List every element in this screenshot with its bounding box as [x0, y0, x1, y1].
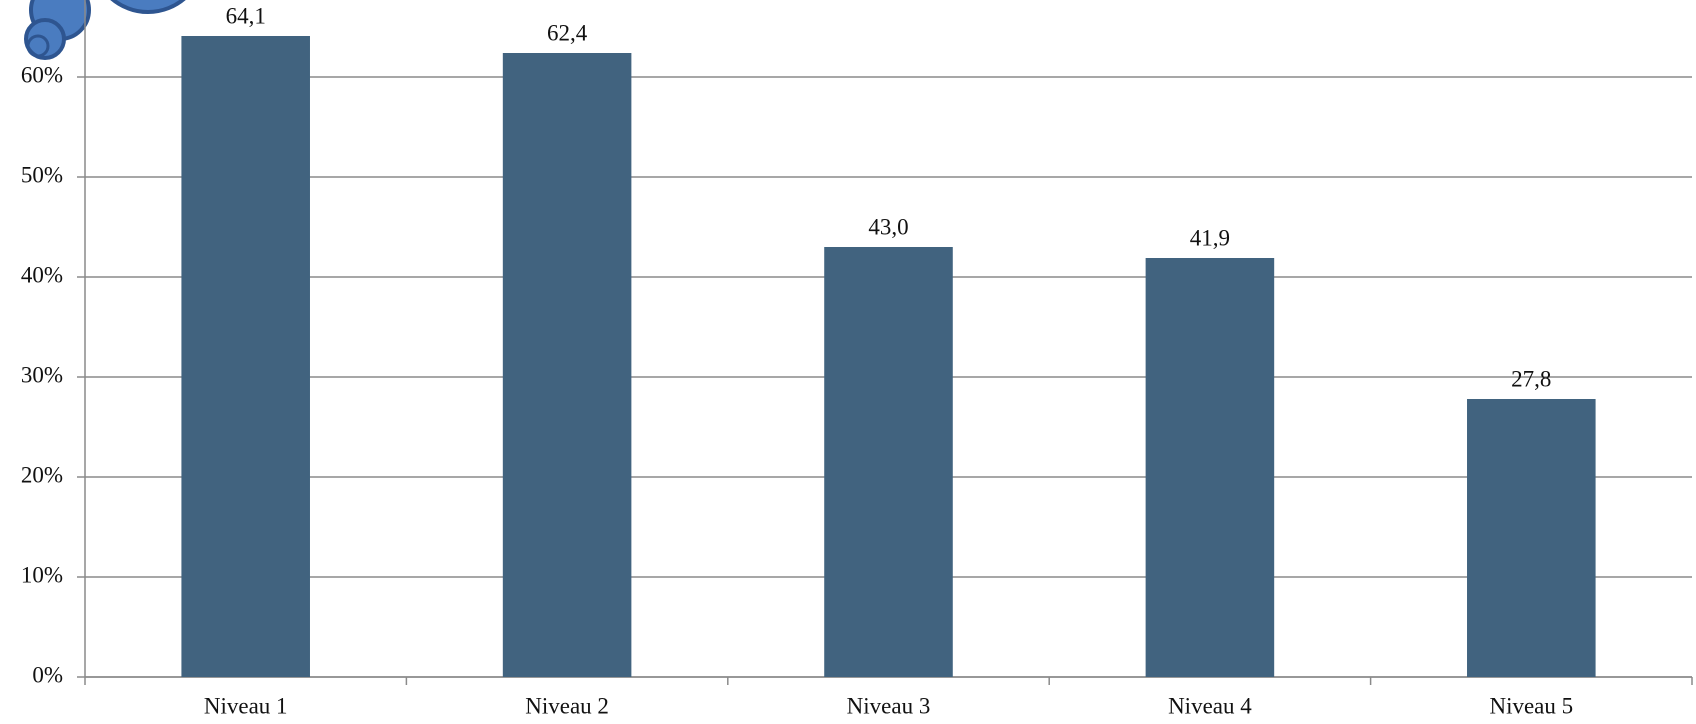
y-tick-label: 20% — [21, 462, 63, 487]
bar — [824, 247, 953, 677]
bar — [502, 53, 632, 677]
value-label: 62,4 — [547, 20, 588, 45]
decoration — [24, 0, 186, 60]
x-tick-label: Niveau 4 — [1168, 693, 1252, 718]
value-label: 43,0 — [868, 214, 908, 239]
bar — [1467, 399, 1596, 677]
y-tick-label: 0% — [32, 662, 63, 687]
x-tick-label: Niveau 2 — [525, 693, 609, 718]
x-tick-label: Niveau 5 — [1489, 693, 1573, 718]
y-tick-label: 30% — [21, 362, 63, 387]
bubble — [110, 0, 186, 14]
y-tick-label: 40% — [21, 262, 63, 287]
y-tick-label: 10% — [21, 562, 63, 587]
x-tick-label: Niveau 3 — [847, 693, 931, 718]
value-label: 64,1 — [226, 3, 266, 28]
x-tick-label: Niveau 1 — [204, 693, 288, 718]
bubble — [26, 34, 50, 58]
bar — [1145, 258, 1275, 677]
y-tick-label: 60% — [21, 62, 63, 87]
value-label: 41,9 — [1190, 225, 1230, 250]
value-label: 27,8 — [1511, 366, 1551, 391]
bar — [181, 36, 310, 677]
y-tick-label: 50% — [21, 162, 63, 187]
